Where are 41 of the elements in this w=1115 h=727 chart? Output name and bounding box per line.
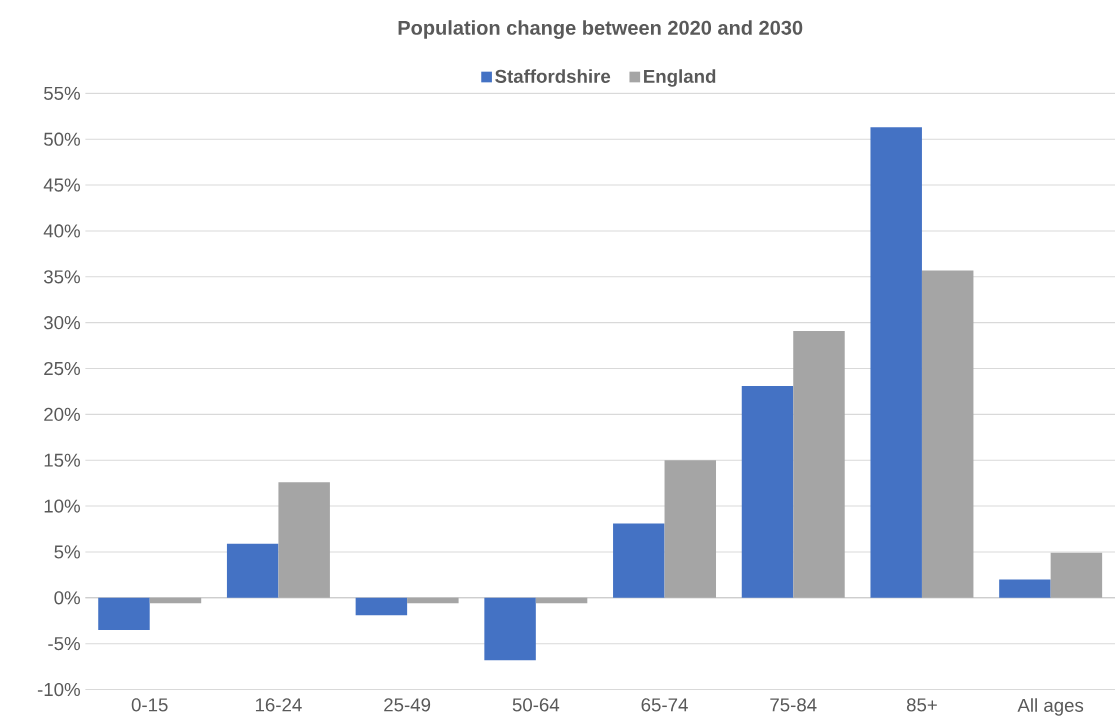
x-tick-label: 0-15 (131, 698, 168, 712)
y-tick-label: 30% (43, 316, 80, 330)
chart-title: Population change between 2020 and 2030 (398, 20, 803, 39)
y-tick-label: 0% (54, 591, 80, 605)
bar (613, 523, 665, 598)
bar (1050, 552, 1103, 598)
bar (484, 597, 536, 661)
bar (664, 460, 717, 598)
x-tick-label: All ages (1017, 698, 1084, 716)
y-tick-label: 25% (44, 361, 80, 376)
x-tick-label: 75-84 (770, 698, 817, 712)
y-tick-label: 15% (44, 453, 80, 467)
y-tick-label: 45% (43, 178, 80, 192)
bar (98, 597, 150, 630)
bar (793, 330, 845, 598)
y-tick-label: 55% (44, 86, 80, 100)
bar (535, 597, 588, 604)
x-tick-label: 65-74 (641, 698, 688, 712)
y-tick-label: 50% (44, 132, 80, 146)
bar (226, 543, 279, 598)
bar (741, 386, 794, 598)
legend-label: Staffordshire (495, 69, 611, 84)
bar (355, 597, 408, 616)
bar (921, 270, 974, 598)
y-tick-label: -5% (48, 637, 80, 651)
bar (149, 597, 202, 604)
x-tick-label: 16-24 (255, 698, 302, 712)
bar (870, 127, 922, 598)
x-tick-label: 25-49 (384, 698, 431, 712)
x-tick-label: 50-64 (512, 698, 560, 712)
y-tick-label: 40% (43, 224, 80, 238)
bar (278, 482, 330, 598)
bar (999, 579, 1051, 598)
y-tick-label: 20% (44, 407, 80, 422)
y-tick-label: 5% (54, 545, 80, 559)
y-tick-label: 35% (43, 270, 80, 284)
bar (407, 597, 459, 604)
y-tick-label: -10% (37, 682, 80, 697)
y-tick-label: 10% (44, 499, 80, 513)
legend-label: England (644, 69, 716, 87)
x-tick-label: 85+ (906, 698, 937, 712)
